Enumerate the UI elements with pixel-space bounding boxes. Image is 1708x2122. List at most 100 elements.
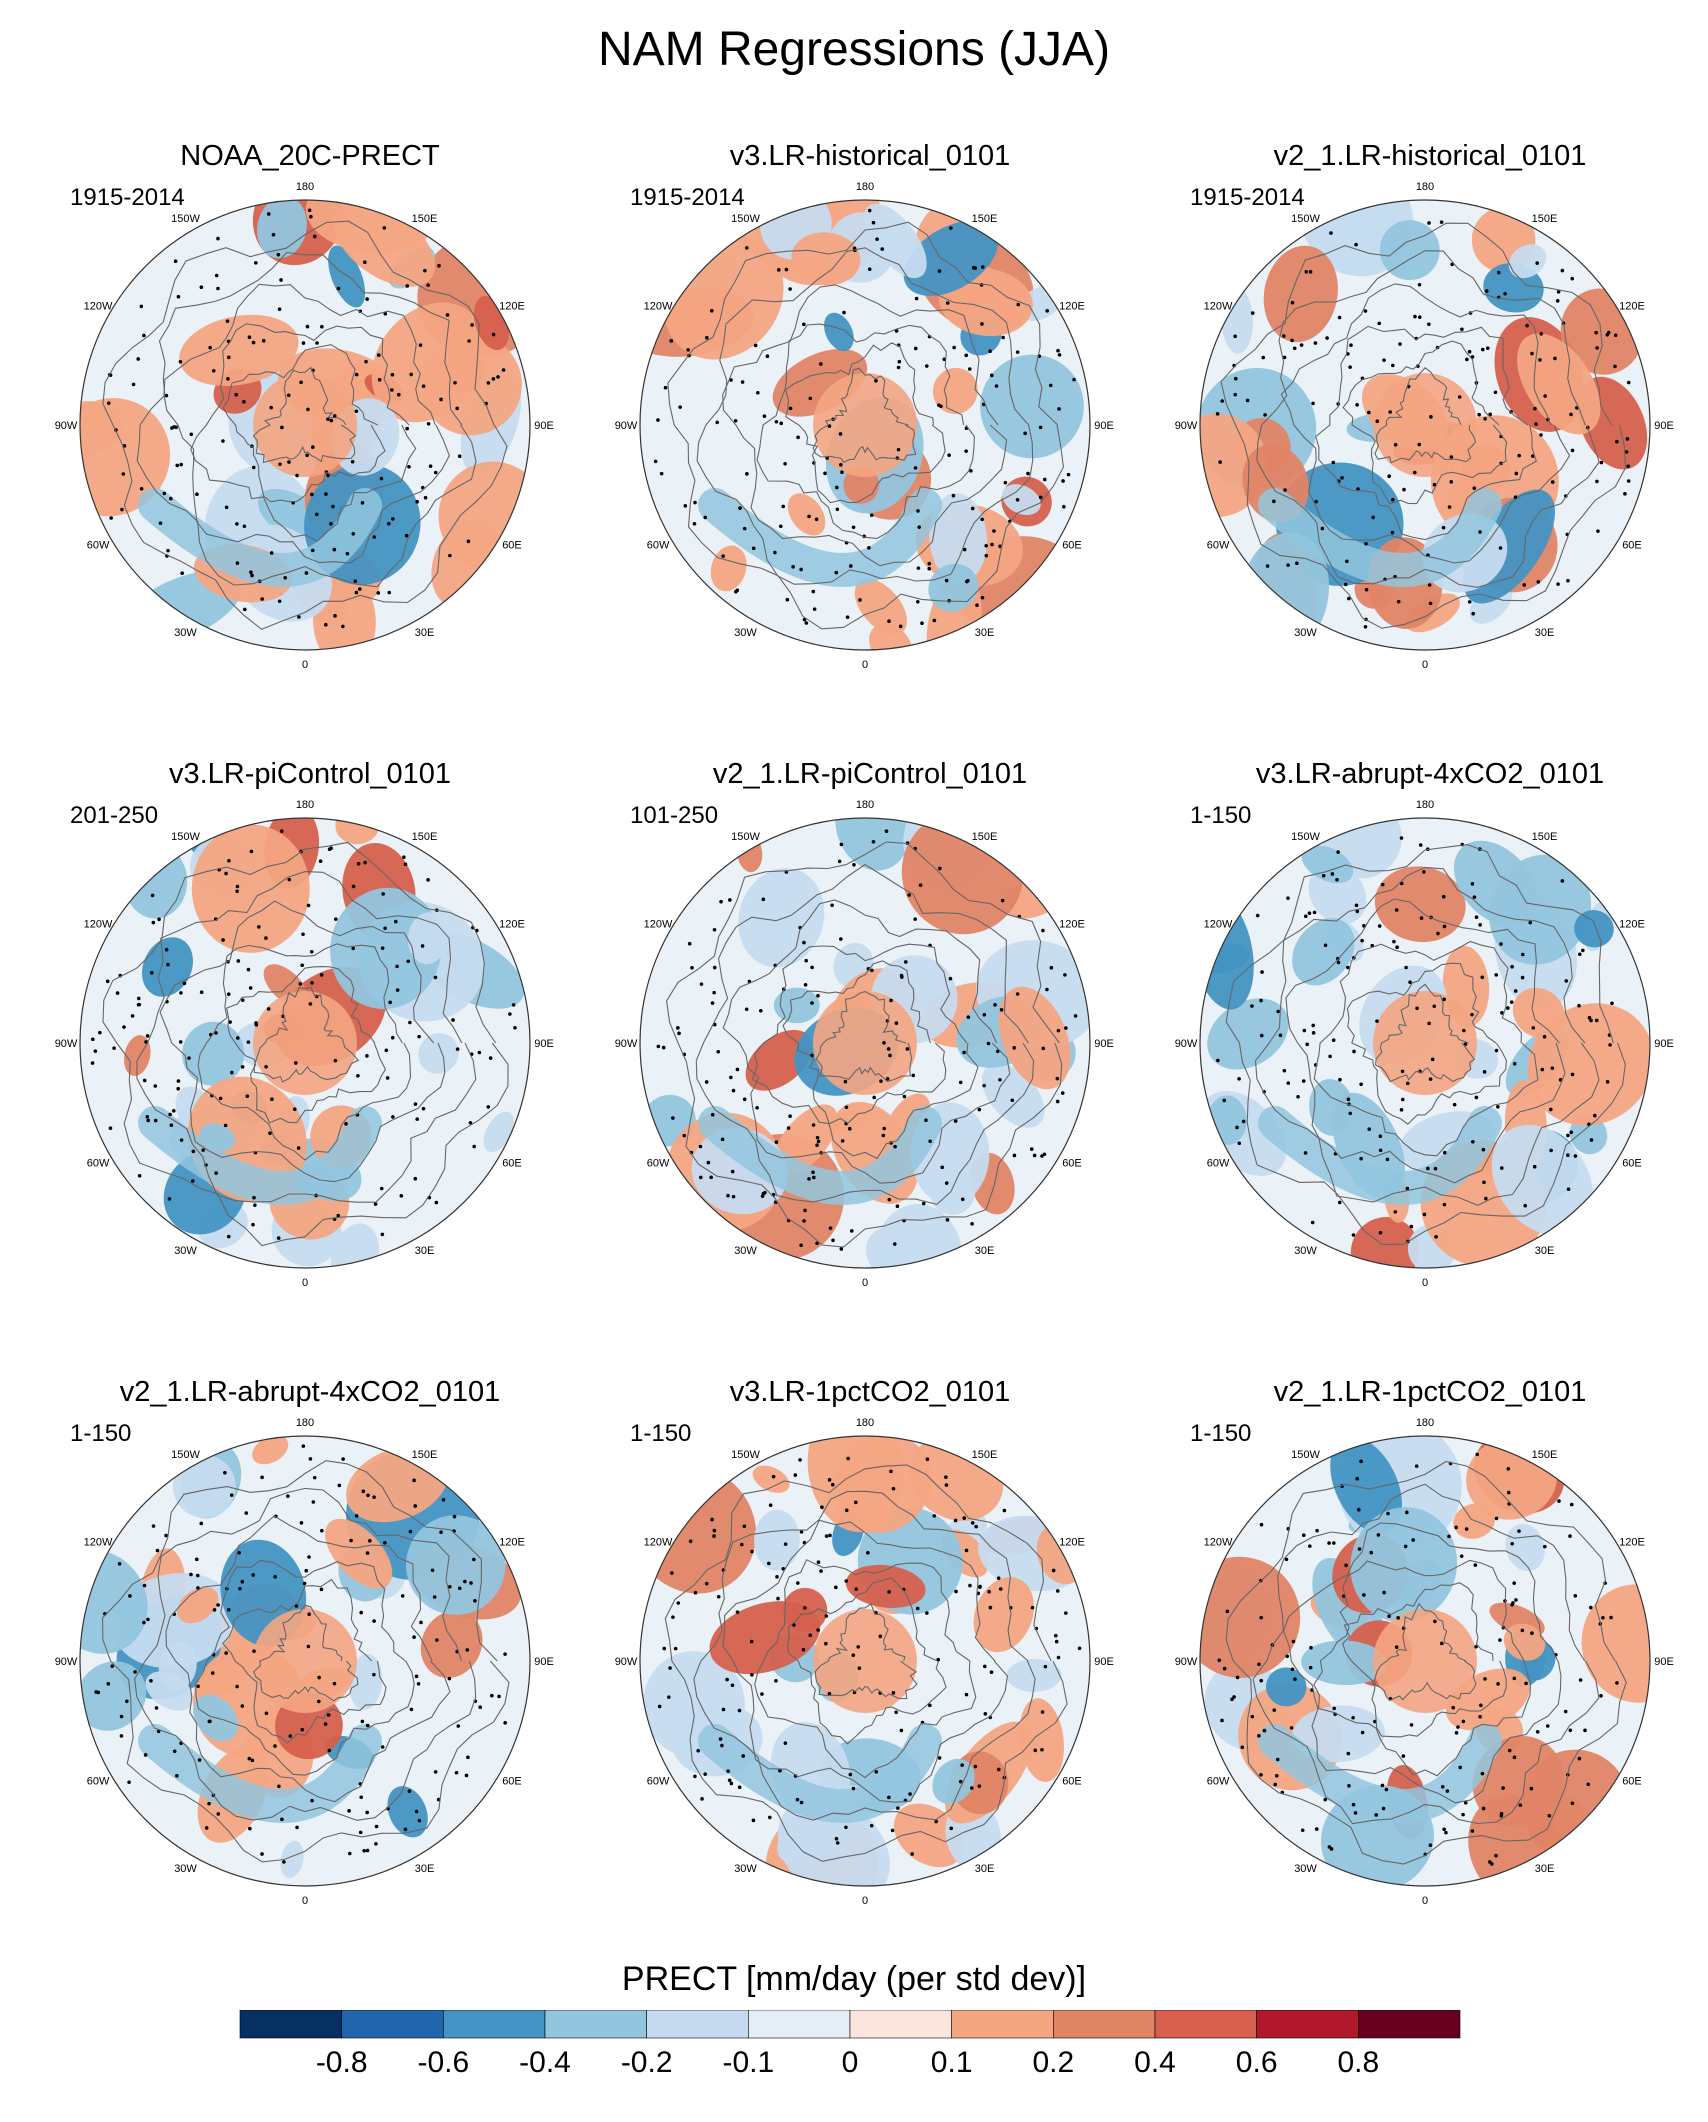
stipple-dot [704, 1581, 709, 1586]
stipple-dot [657, 1704, 662, 1709]
stipple-dot [1346, 1097, 1351, 1102]
stipple-dot [1077, 1646, 1082, 1651]
stipple-dot [1445, 1789, 1450, 1793]
stipple-dot [726, 1193, 730, 1198]
stipple-dot [1283, 488, 1287, 492]
stipple-dot [426, 878, 430, 882]
stipple-dot [491, 332, 496, 337]
stipple-dot [296, 1146, 301, 1150]
stipple-dot [808, 1633, 813, 1638]
longitude-label: 30E [1535, 627, 1555, 639]
stipple-dot [1060, 1091, 1065, 1095]
stipple-dot [1387, 474, 1391, 479]
stipple-dot [796, 435, 800, 440]
coastline [1285, 898, 1566, 1184]
stipple-dot [1461, 1812, 1465, 1817]
stipple-dot [718, 1737, 723, 1741]
longitude-label: 30E [975, 1245, 995, 1257]
stipple-dot [962, 1516, 967, 1520]
colorbar: -0.8 -0.6 -0.4 -0.2 -0.1 0 0.1 0.2 0.4 0.6 0.8 [239, 2010, 1461, 2079]
stipple-dot [1589, 1018, 1593, 1023]
stipple-dot [885, 1076, 890, 1081]
stipple-dot [834, 1836, 839, 1841]
stipple-dot [199, 285, 204, 290]
stipple-dot [245, 1094, 250, 1098]
longitude-label: 120E [1619, 1537, 1645, 1549]
coastline [754, 1559, 977, 1779]
stipple-dot [299, 1521, 304, 1525]
stipple-dot [969, 468, 973, 473]
stipple-dot [455, 406, 459, 411]
stipple-dot [1315, 1528, 1319, 1533]
stipple-dot [1274, 1773, 1279, 1778]
stipple-dot [150, 893, 155, 898]
stipple-dot [1302, 1028, 1307, 1033]
stipple-dot [802, 1219, 806, 1223]
anomaly-region [773, 987, 820, 1024]
longitude-label: 60E [1622, 540, 1642, 552]
stipple-dot [915, 1606, 920, 1611]
longitude-label: 30W [174, 1863, 197, 1875]
stipple-dot [1056, 1655, 1061, 1660]
stipple-dot [693, 500, 697, 505]
anomaly-band [698, 1724, 942, 1823]
stipple-dot [958, 1080, 963, 1085]
stipple-dot [277, 1784, 281, 1789]
stipple-dot [1477, 412, 1481, 417]
stipple-dot [1499, 942, 1503, 946]
period-label: 1-150 [1190, 802, 1252, 829]
stipple-dot [982, 1012, 987, 1017]
stipple-dot [1331, 1038, 1336, 1042]
coastline [195, 1559, 415, 1776]
stipple-dot [1259, 1033, 1264, 1038]
stipple-dot [179, 1138, 184, 1142]
stipple-dot [251, 1222, 255, 1227]
stipple-dot [1577, 1003, 1581, 1008]
colorbar-title: PRECT [mm/day (per std dev)] [621, 1960, 1087, 1998]
anomaly-band [1258, 1106, 1502, 1205]
stipple-dot [753, 343, 758, 348]
stipple-dot [840, 470, 844, 474]
stipple-dot [980, 595, 985, 600]
stipple-dot [844, 1579, 849, 1583]
stipple-dot [1321, 873, 1326, 878]
stipple-dot [1442, 924, 1447, 929]
longitude-label: 30W [1294, 627, 1317, 639]
stipple-dot [682, 1133, 687, 1138]
stipple-dot [1577, 1756, 1582, 1761]
stipple-dot [783, 461, 787, 466]
stipple-dot [309, 214, 313, 219]
period-label: 1-150 [1190, 1420, 1252, 1447]
stipple-dot [402, 855, 406, 860]
stipple-dot [1320, 526, 1325, 531]
stipple-dot [306, 407, 310, 412]
longitude-label: 120E [1059, 919, 1085, 931]
stipple-dot [240, 1065, 245, 1069]
longitude-label: 90E [534, 1038, 554, 1050]
stipple-dot [1570, 448, 1575, 453]
stipple-dot [816, 1139, 821, 1144]
stipple-dot [388, 1000, 392, 1005]
stipple-dot [1440, 1784, 1445, 1789]
anomaly-region [1527, 1003, 1650, 1126]
stipple-dot [1331, 460, 1336, 465]
stipple-dot [1045, 987, 1049, 992]
stipple-dot [1311, 1023, 1316, 1028]
stipple-dot [725, 1677, 729, 1682]
stipple-dot [1354, 903, 1359, 908]
stipple-dot [1310, 1220, 1315, 1225]
stipple-dot [387, 521, 391, 526]
stipple-dot [408, 1020, 412, 1025]
stipple-dot [1282, 1068, 1287, 1073]
stipple-dot [304, 1568, 309, 1573]
longitude-label: 60W [647, 1158, 670, 1170]
stipple-dot [125, 1699, 129, 1704]
stipple-dot [977, 1784, 982, 1788]
stipple-dot [1481, 1806, 1486, 1811]
stipple-dot [468, 1120, 473, 1125]
stipple-dot [234, 392, 239, 397]
stipple-dot [250, 1758, 255, 1763]
coastline [722, 899, 1011, 1184]
stipple-dot [719, 899, 723, 904]
stipple-dot [1001, 335, 1005, 340]
